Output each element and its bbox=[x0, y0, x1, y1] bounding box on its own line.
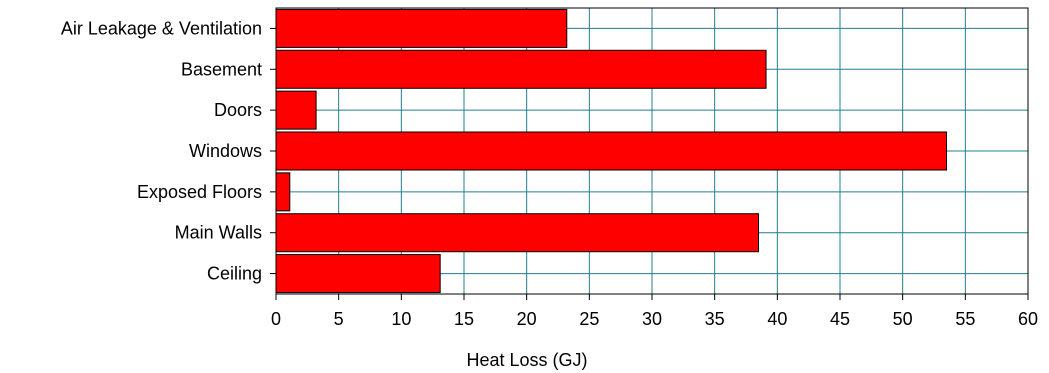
bar-air-leakage-ventilation bbox=[275, 8, 568, 48]
y-category-label: Air Leakage & Ventilation bbox=[61, 18, 262, 38]
x-tick-label: 5 bbox=[334, 309, 344, 329]
bar-layer bbox=[275, 8, 948, 294]
x-axis-title: Heat Loss (GJ) bbox=[466, 350, 587, 370]
x-tick-label: 20 bbox=[517, 309, 537, 329]
x-tick-layer: 0 5 10 15 20 25 30 35 40 45 50 55 60 bbox=[271, 294, 1038, 329]
bar-windows bbox=[275, 131, 948, 171]
y-category-label: Doors bbox=[214, 100, 262, 120]
y-category-label: Ceiling bbox=[207, 264, 262, 284]
bar-main-walls bbox=[275, 213, 760, 253]
y-category-label: Windows bbox=[189, 141, 262, 161]
x-tick-label: 25 bbox=[579, 309, 599, 329]
y-category-label: Exposed Floors bbox=[137, 182, 262, 202]
x-tick-label: 55 bbox=[955, 309, 975, 329]
x-tick-label: 50 bbox=[893, 309, 913, 329]
x-tick-label: 30 bbox=[642, 309, 662, 329]
x-tick-label: 60 bbox=[1018, 309, 1038, 329]
bar-basement bbox=[275, 49, 767, 89]
y-category-label: Main Walls bbox=[175, 223, 262, 243]
x-tick-label: 45 bbox=[830, 309, 850, 329]
x-tick-label: 40 bbox=[767, 309, 787, 329]
x-tick-label: 10 bbox=[391, 309, 411, 329]
x-tick-label: 0 bbox=[271, 309, 281, 329]
x-tick-label: 15 bbox=[454, 309, 474, 329]
y-tick-layer: Air Leakage & Ventilation Basement Doors Wi… bbox=[61, 18, 276, 284]
y-category-label: Basement bbox=[181, 59, 262, 79]
bar-exposed-floors bbox=[275, 172, 291, 212]
bar-doors bbox=[275, 90, 317, 130]
bar-ceiling bbox=[275, 254, 441, 294]
x-tick-label: 35 bbox=[705, 309, 725, 329]
